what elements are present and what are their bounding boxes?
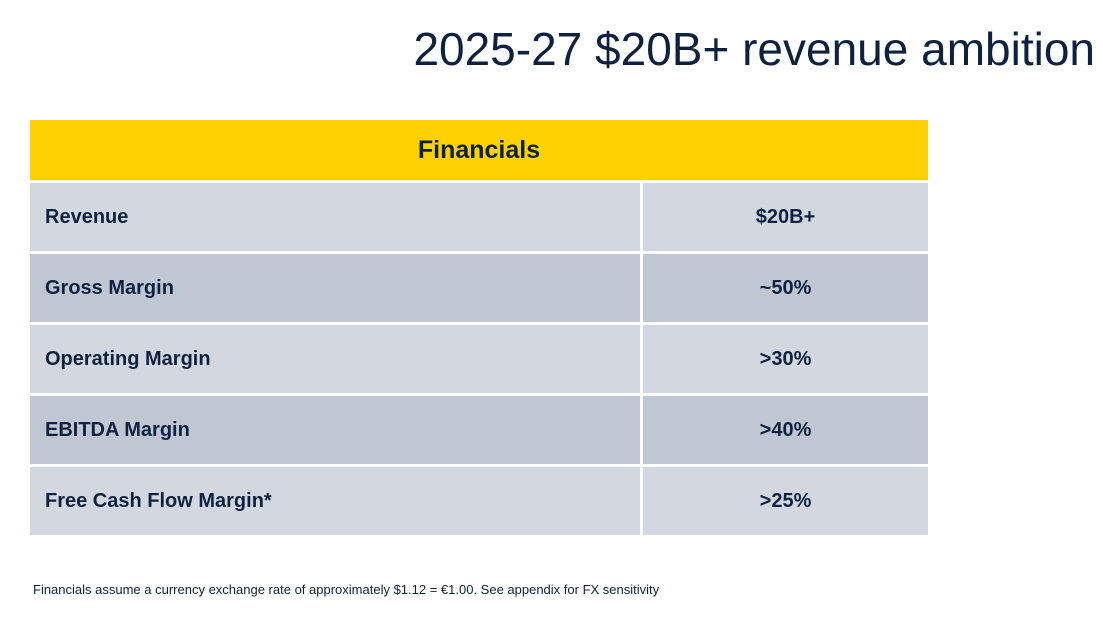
row-value-operating-margin: >30% xyxy=(640,325,928,393)
row-label-revenue: Revenue xyxy=(30,183,640,251)
table-row: Operating Margin >30% xyxy=(30,322,928,393)
row-label-fcf-margin: Free Cash Flow Margin* xyxy=(30,467,640,535)
table-row: Free Cash Flow Margin* >25% xyxy=(30,464,928,535)
table-row: EBITDA Margin >40% xyxy=(30,393,928,464)
row-value-fcf-margin: >25% xyxy=(640,467,928,535)
slide-title: 2025-27 $20B+ revenue ambition xyxy=(413,23,1095,75)
row-label-gross-margin: Gross Margin xyxy=(30,254,640,322)
row-value-revenue: $20B+ xyxy=(640,183,928,251)
financials-table: Financials Revenue $20B+ Gross Margin ~5… xyxy=(30,120,928,535)
footnote: Financials assume a currency exchange ra… xyxy=(33,582,660,597)
table-header: Financials xyxy=(30,120,928,180)
table-row: Gross Margin ~50% xyxy=(30,251,928,322)
row-value-gross-margin: ~50% xyxy=(640,254,928,322)
row-value-ebitda-margin: >40% xyxy=(640,396,928,464)
row-label-ebitda-margin: EBITDA Margin xyxy=(30,396,640,464)
table-row: Revenue $20B+ xyxy=(30,180,928,251)
row-label-operating-margin: Operating Margin xyxy=(30,325,640,393)
